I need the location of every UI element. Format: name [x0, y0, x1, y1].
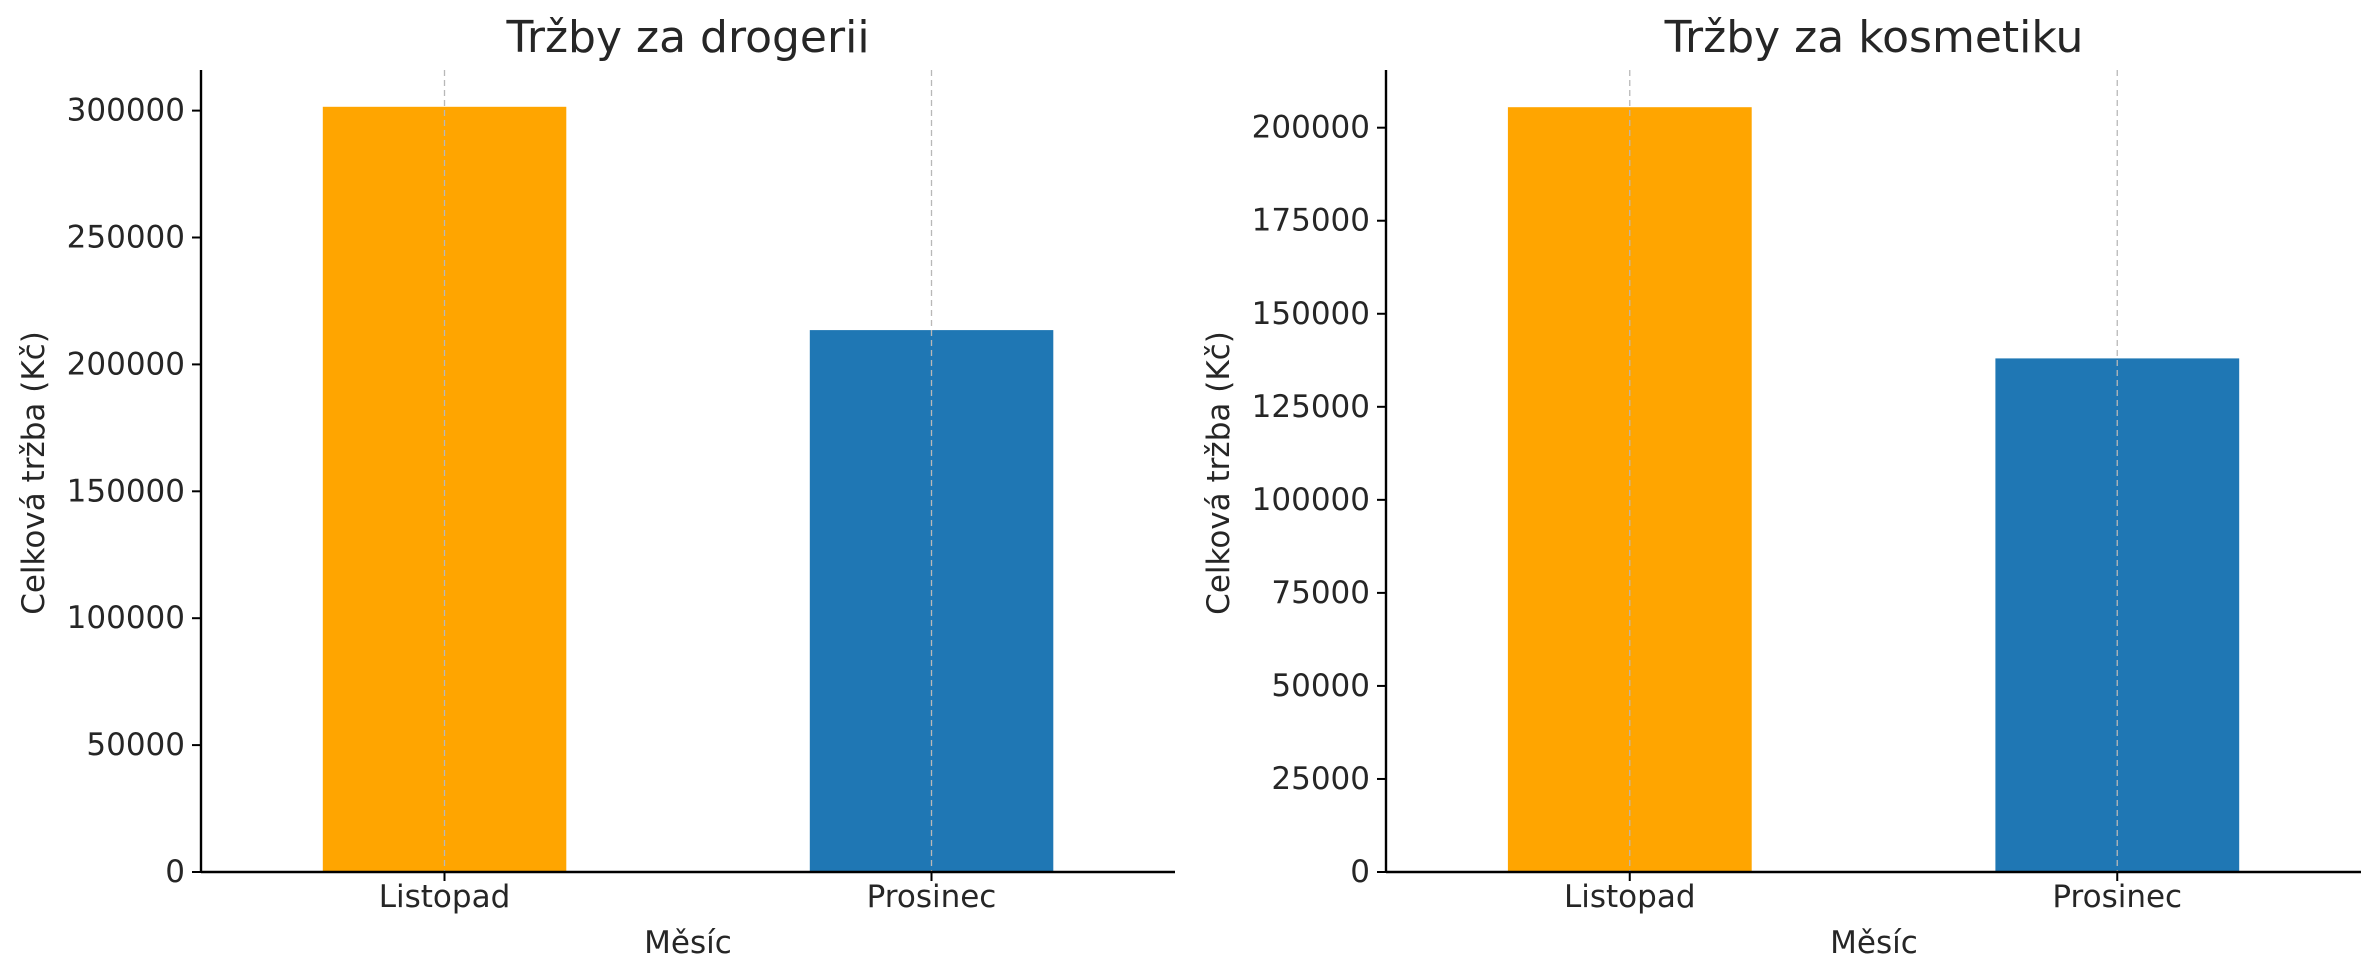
x-tick-label: Prosinec	[2052, 879, 2182, 915]
chart-title: Tržby za drogerii	[505, 12, 869, 63]
y-tick-label: 200000	[67, 346, 185, 382]
y-tick-label: 150000	[1252, 296, 1370, 332]
x-axis-label: Měsíc	[1830, 925, 1918, 961]
y-axis-label: Celková tržba (Kč)	[1201, 331, 1237, 615]
chart-panel-1: 0 50000 100000 150000 200000 250000 300000 List…	[16, 12, 1175, 961]
y-axis-label: Celková tržba (Kč)	[16, 331, 52, 615]
x-tick-label: Prosinec	[867, 879, 997, 915]
y-tick-label: 50000	[1271, 668, 1370, 704]
y-tick-label: 0	[165, 854, 185, 890]
y-tick-label: 75000	[1271, 575, 1370, 611]
y-tick-label: 100000	[67, 600, 185, 636]
x-tick-label: Listopad	[1564, 879, 1696, 915]
y-tick-label: 175000	[1252, 203, 1370, 239]
y-tick-label: 250000	[67, 220, 185, 256]
chart-panel-2: 0 25000 50000 75000 100000 125000 150000 175000…	[1201, 12, 2361, 961]
x-axis-label: Měsíc	[644, 925, 732, 961]
x-tick-label: Listopad	[379, 879, 511, 915]
y-tick-label: 300000	[67, 93, 185, 129]
y-tick-label: 100000	[1252, 482, 1370, 518]
y-tick-label: 150000	[67, 473, 185, 509]
y-tick-label: 50000	[86, 727, 185, 763]
y-tick-label: 125000	[1252, 389, 1370, 425]
y-tick-label: 200000	[1252, 110, 1370, 146]
y-tick-label: 0	[1350, 854, 1370, 890]
chart-title: Tržby za kosmetiku	[1664, 12, 2084, 63]
y-tick-label: 25000	[1271, 761, 1370, 797]
